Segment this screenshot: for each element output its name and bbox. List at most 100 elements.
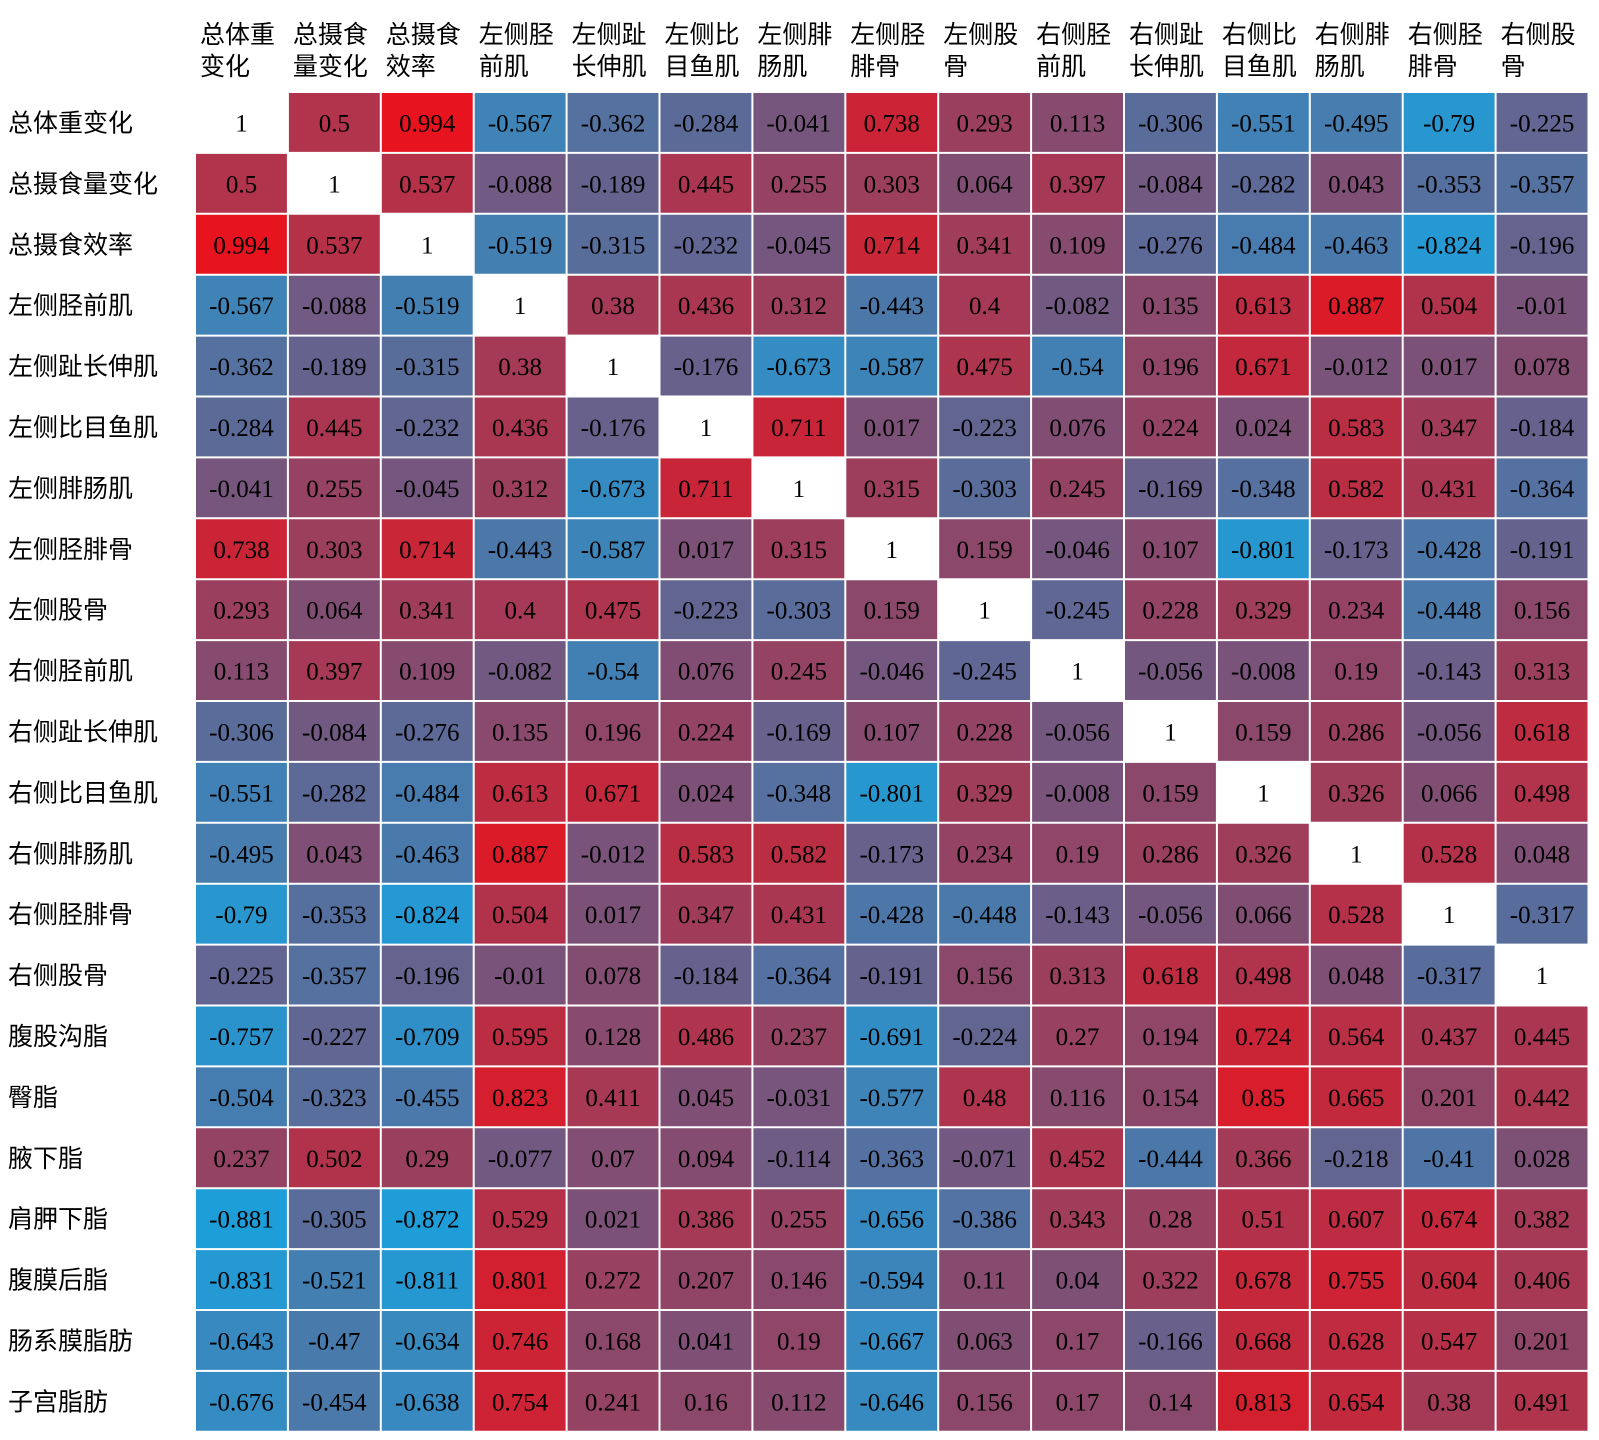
cell-value-label: 0.293 bbox=[957, 110, 1013, 137]
heatmap-cell bbox=[1495, 1066, 1589, 1128]
cell-value-label: 0.613 bbox=[492, 780, 548, 807]
heatmap-cell bbox=[1216, 944, 1310, 1006]
row-header-label: 右侧腓肠肌 bbox=[8, 840, 133, 868]
cell-value-label: -0.348 bbox=[767, 780, 832, 807]
cell-value-label: 0.293 bbox=[213, 598, 269, 625]
heatmap-cell bbox=[659, 1005, 753, 1067]
heatmap-cell bbox=[380, 396, 474, 458]
heatmap-cell bbox=[287, 1188, 381, 1250]
heatmap-cell bbox=[845, 944, 939, 1006]
cell-value-label: 0.668 bbox=[1235, 1328, 1291, 1355]
cell-value-label: -0.54 bbox=[1052, 354, 1105, 381]
heatmap-cell bbox=[1402, 457, 1496, 519]
heatmap-cell bbox=[1031, 1005, 1124, 1067]
cell-value-label: 0.431 bbox=[1421, 476, 1477, 503]
cell-value-label: 1 bbox=[235, 110, 248, 137]
heatmap-cell bbox=[566, 518, 660, 580]
cell-value-label: 0.618 bbox=[1142, 963, 1198, 990]
cell-value-label: -0.448 bbox=[952, 902, 1017, 929]
cell-value-label: 0.529 bbox=[492, 1207, 548, 1234]
cell-value-label: -0.276 bbox=[1138, 232, 1203, 259]
heatmap-cell bbox=[287, 640, 381, 701]
cell-value-label: -0.012 bbox=[581, 841, 646, 868]
cell-value-label: 0.048 bbox=[1328, 963, 1384, 990]
heatmap-cell bbox=[1124, 944, 1217, 1006]
heatmap-cell bbox=[195, 152, 288, 214]
heatmap-cell bbox=[1124, 1370, 1217, 1432]
cell-value-label: -0.443 bbox=[859, 293, 924, 320]
cell-value-label: 0.27 bbox=[1056, 1024, 1100, 1051]
cell-value-label: 0.498 bbox=[1235, 963, 1291, 990]
cell-value-label: -0.189 bbox=[302, 354, 367, 381]
cell-value-label: -0.673 bbox=[581, 476, 646, 503]
cell-value-label: 0.146 bbox=[771, 1268, 827, 1295]
cell-value-label: 0.341 bbox=[957, 232, 1013, 259]
cell-value-label: -0.463 bbox=[395, 841, 460, 868]
heatmap-cell bbox=[473, 579, 567, 641]
cell-value-label: 0.51 bbox=[1241, 1207, 1285, 1234]
cell-value-label: -0.364 bbox=[1510, 476, 1575, 503]
cell-value-label: -0.504 bbox=[209, 1085, 274, 1112]
cell-value-label: -0.303 bbox=[952, 476, 1017, 503]
heatmap-cell bbox=[659, 701, 753, 762]
heatmap-cell bbox=[1309, 1127, 1403, 1189]
cell-value-label: -0.386 bbox=[952, 1207, 1017, 1234]
heatmap-cell bbox=[938, 457, 1032, 519]
heatmap-cell bbox=[1495, 579, 1589, 641]
column-header-label: 右侧胫 bbox=[1408, 21, 1483, 49]
heatmap-cell bbox=[1402, 1066, 1496, 1128]
cell-value-label: -0.348 bbox=[1231, 476, 1296, 503]
cell-value-label: -0.646 bbox=[859, 1389, 924, 1416]
heatmap-cell bbox=[659, 822, 753, 884]
cell-value-label: 0.38 bbox=[1427, 1389, 1471, 1416]
cell-value-label: 1 bbox=[793, 476, 806, 503]
row-header-label: 腹膜后脂 bbox=[8, 1267, 108, 1295]
cell-value-label: -0.577 bbox=[859, 1085, 924, 1112]
cell-value-label: -0.284 bbox=[674, 110, 739, 137]
column-header-label: 前肌 bbox=[1036, 53, 1086, 81]
heatmap-cell bbox=[287, 701, 381, 762]
column-header-label: 左侧股 bbox=[943, 21, 1018, 49]
heatmap-cell bbox=[659, 883, 753, 945]
heatmap-cell bbox=[938, 152, 1032, 214]
row-header-label: 总摄食效率 bbox=[8, 231, 133, 259]
cell-value-label: 0.341 bbox=[399, 598, 455, 625]
heatmap-cell bbox=[752, 152, 846, 214]
heatmap-cell bbox=[473, 883, 567, 945]
heatmap-cell bbox=[380, 701, 474, 762]
heatmap-cell bbox=[845, 213, 939, 275]
cell-value-label: -0.169 bbox=[1138, 476, 1203, 503]
heatmap-cell bbox=[845, 822, 939, 884]
heatmap-cell bbox=[1216, 761, 1310, 823]
cell-value-label: 0.028 bbox=[1514, 1146, 1570, 1173]
cell-value-label: 0.159 bbox=[864, 598, 920, 625]
cell-value-label: 0.245 bbox=[1049, 476, 1105, 503]
heatmap-cell bbox=[566, 152, 660, 214]
heatmap-cell bbox=[938, 1066, 1032, 1128]
heatmap-cell bbox=[1124, 640, 1217, 701]
cell-value-label: -0.077 bbox=[488, 1146, 553, 1173]
column-header-label: 右侧股 bbox=[1501, 21, 1576, 49]
cell-value-label: 0.326 bbox=[1235, 841, 1291, 868]
heatmap-cell bbox=[845, 152, 939, 214]
header-background bbox=[0, 0, 1599, 92]
cell-value-label: 0.504 bbox=[1421, 293, 1478, 320]
heatmap-cell bbox=[566, 213, 660, 275]
heatmap-cell bbox=[473, 92, 567, 153]
heatmap-cell bbox=[1031, 1188, 1124, 1250]
heatmap-cell bbox=[1031, 822, 1124, 884]
heatmap-cell bbox=[1495, 1370, 1589, 1432]
heatmap-cell bbox=[845, 1066, 939, 1128]
heatmap-cell bbox=[1031, 579, 1124, 641]
heatmap-cell bbox=[1124, 1005, 1217, 1067]
heatmap-cell bbox=[380, 1249, 474, 1310]
heatmap-cell bbox=[566, 396, 660, 458]
cell-value-label: 0.714 bbox=[864, 232, 921, 259]
cell-value-label: 0.326 bbox=[1328, 780, 1384, 807]
cell-value-label: -0.056 bbox=[1045, 719, 1110, 746]
row-header-label: 总体重变化 bbox=[8, 109, 133, 137]
heatmap-cell bbox=[1309, 822, 1403, 884]
cell-value-label: 0.313 bbox=[1514, 659, 1570, 686]
column-header-label: 目鱼肌 bbox=[665, 53, 740, 81]
heatmap-cell bbox=[659, 761, 753, 823]
